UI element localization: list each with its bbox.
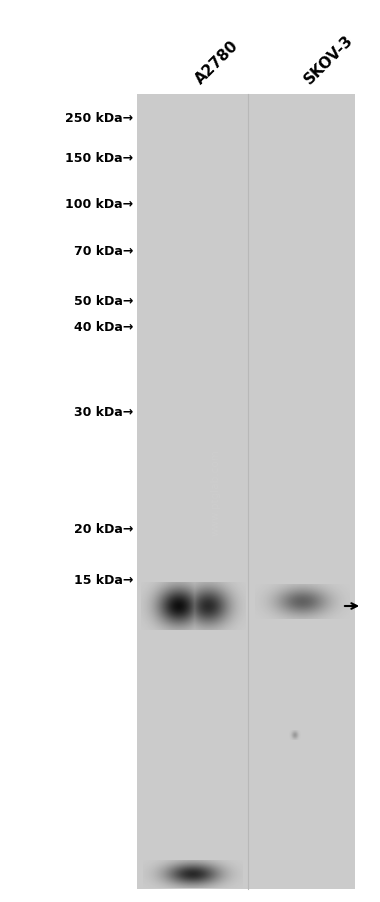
- Text: 150 kDa→: 150 kDa→: [65, 152, 133, 164]
- Bar: [137, 95, 355, 889]
- Text: SKOV-3: SKOV-3: [301, 32, 356, 87]
- Text: www.ptglab.com: www.ptglab.com: [211, 448, 221, 536]
- Text: 40 kDa→: 40 kDa→: [74, 321, 133, 334]
- Text: A2780: A2780: [193, 38, 242, 87]
- Text: 50 kDa→: 50 kDa→: [74, 295, 133, 308]
- Text: 250 kDa→: 250 kDa→: [65, 111, 133, 124]
- Text: 15 kDa→: 15 kDa→: [74, 574, 133, 587]
- Text: 70 kDa→: 70 kDa→: [74, 245, 133, 258]
- Text: 20 kDa→: 20 kDa→: [74, 523, 133, 536]
- Text: 30 kDa→: 30 kDa→: [74, 406, 133, 419]
- Text: 100 kDa→: 100 kDa→: [65, 198, 133, 211]
